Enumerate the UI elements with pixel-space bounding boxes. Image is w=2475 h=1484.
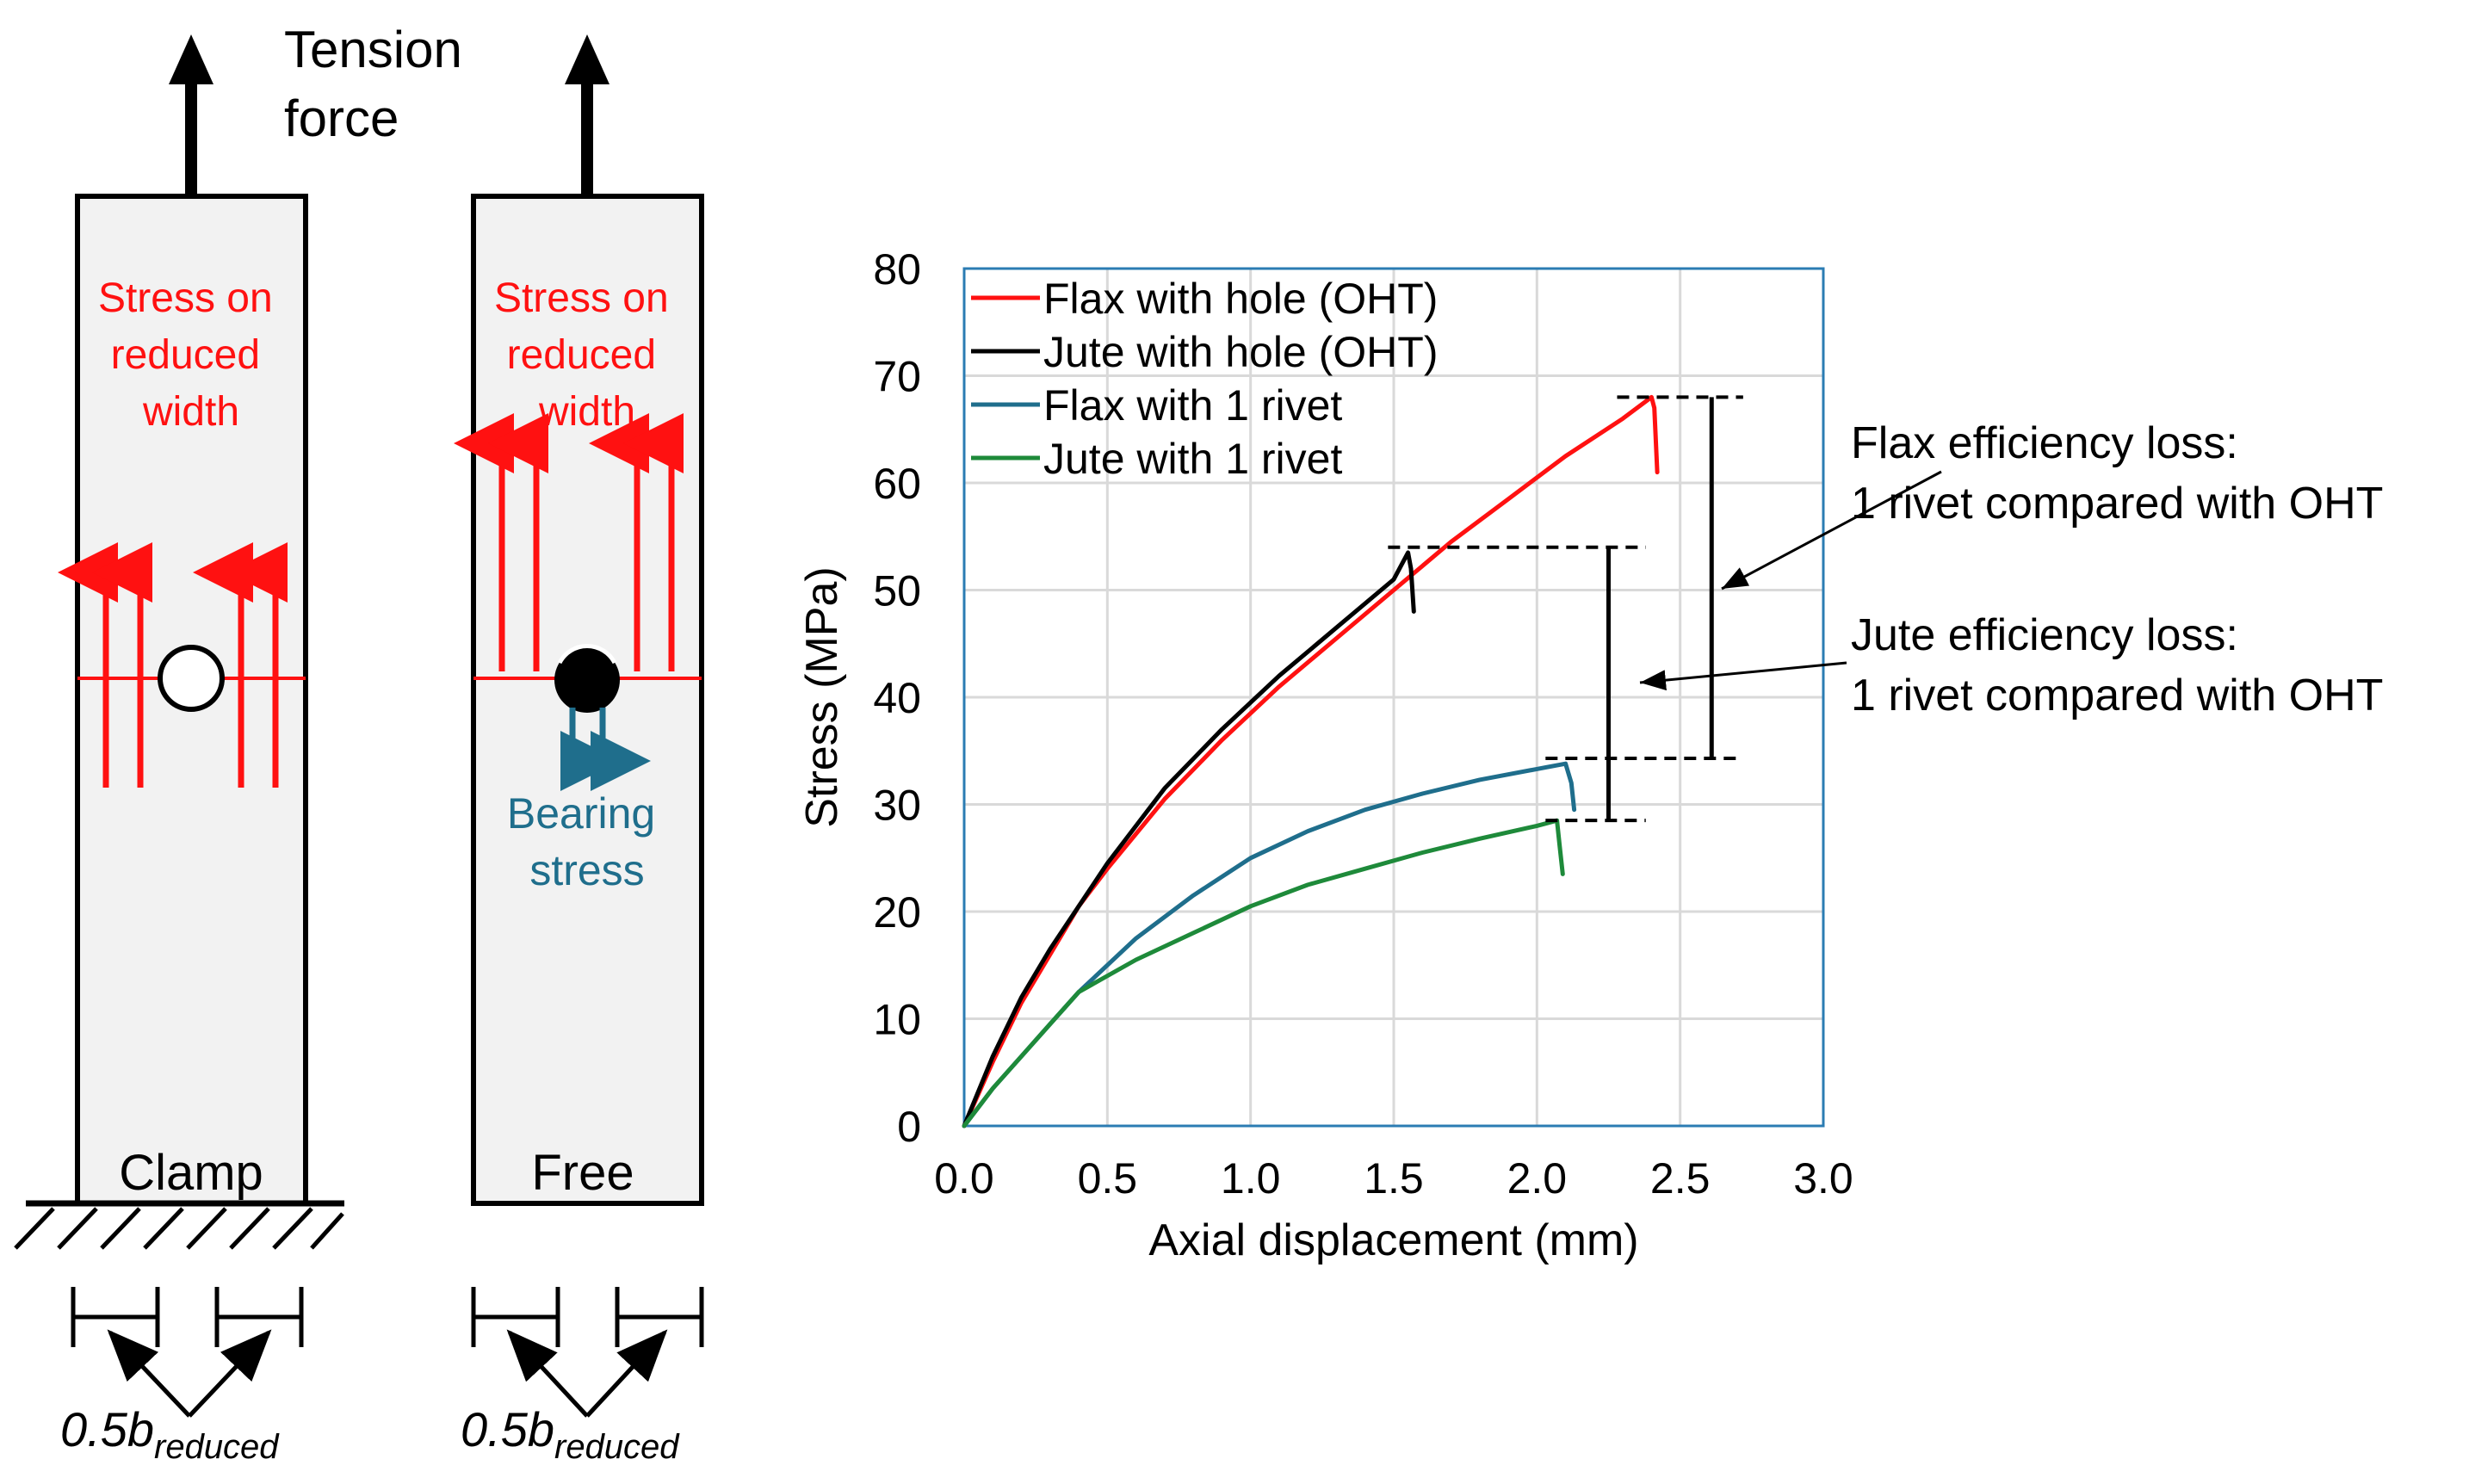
left-stress-arrows [58, 542, 288, 788]
rivet-head-outline [557, 643, 617, 665]
bearing-stress-label: Bearing stress [507, 789, 667, 894]
y-tick-label: 20 [873, 888, 921, 937]
reference-levels [1388, 395, 1743, 823]
y-tick-label: 40 [873, 674, 921, 722]
y-axis-label: Stress (MPa) [797, 566, 847, 827]
right-specimen: Tension force Stress on reduced width Be… [284, 21, 704, 1466]
jute-loss-annotation: Jute efficiency loss: 1 rivet compared w… [1851, 610, 2383, 720]
x-tick-label: 0.5 [1078, 1154, 1138, 1203]
jute-loss-pointer [1639, 661, 1847, 691]
legend-label: Jute with hole (OHT) [1043, 328, 1438, 376]
right-width-label: 0.5breduced [461, 1402, 680, 1466]
right-stress-arrows [454, 413, 684, 671]
y-tick-label: 10 [873, 996, 921, 1044]
left-tension-arrowhead [169, 34, 213, 84]
left-specimen: Stress on reduced width Clamp [14, 34, 344, 1466]
efficiency-annotations: Flax efficiency loss: 1 rivet compared w… [1639, 418, 2383, 720]
legend-label: Jute with 1 rivet [1043, 435, 1342, 483]
y-tick-label: 0 [897, 1103, 921, 1151]
right-tension-arrowhead [565, 34, 609, 84]
x-tick-label: 1.0 [1221, 1154, 1281, 1203]
series-jute-with-1-rivet [962, 818, 1565, 1128]
stress-displacement-chart: 0.0 0.5 1.0 1.5 2.0 2.5 3.0 0 10 20 30 40 50 60 70 80 F… [797, 245, 1853, 1265]
y-tick-label: 50 [873, 567, 921, 615]
y-tick-label: 60 [873, 460, 921, 508]
left-width-label: 0.5breduced [60, 1402, 280, 1466]
axis-ticks: 0.0 0.5 1.0 1.5 2.0 2.5 3.0 0 10 20 30 40 50 60 70 80 [873, 245, 1853, 1203]
chart-legend: Flax with hole (OHT) Jute with hole (OHT)… [971, 275, 1438, 483]
open-hole [158, 645, 225, 712]
legend-label: Flax with 1 rivet [1043, 381, 1342, 430]
right-stress-label: Stress on reduced width [494, 275, 680, 435]
legend-label: Flax with hole (OHT) [1043, 275, 1438, 323]
y-tick-label: 80 [873, 245, 921, 294]
clamp-label: Clamp [119, 1145, 263, 1201]
x-tick-label: 2.0 [1507, 1154, 1568, 1203]
left-width-markers [71, 1287, 304, 1418]
bearing-arrows [560, 708, 651, 791]
series-jute-with-hole-oht [962, 550, 1416, 1128]
x-tick-label: 0.0 [934, 1154, 994, 1203]
plot-frame [962, 267, 1825, 1128]
x-tick-label: 1.5 [1364, 1154, 1424, 1203]
left-stress-label: Stress on reduced width [98, 275, 284, 435]
flax-loss-annotation: Flax efficiency loss: 1 rivet compared w… [1851, 418, 2383, 529]
series-flax-with-hole-oht [962, 394, 1660, 1128]
clamp-hatch [14, 1207, 344, 1250]
x-axis-label: Axial displacement (mm) [1148, 1215, 1638, 1265]
rivet [554, 647, 620, 713]
x-tick-label: 3.0 [1793, 1154, 1853, 1203]
right-width-markers [471, 1287, 704, 1418]
flax-loss-pointer [1721, 470, 1942, 591]
y-tick-label: 30 [873, 782, 921, 830]
free-label: Free [531, 1145, 634, 1201]
tension-force-label: Tension force [284, 21, 476, 147]
x-tick-label: 2.5 [1650, 1154, 1711, 1203]
series-lines [962, 394, 1660, 1128]
y-tick-label: 70 [873, 353, 921, 401]
